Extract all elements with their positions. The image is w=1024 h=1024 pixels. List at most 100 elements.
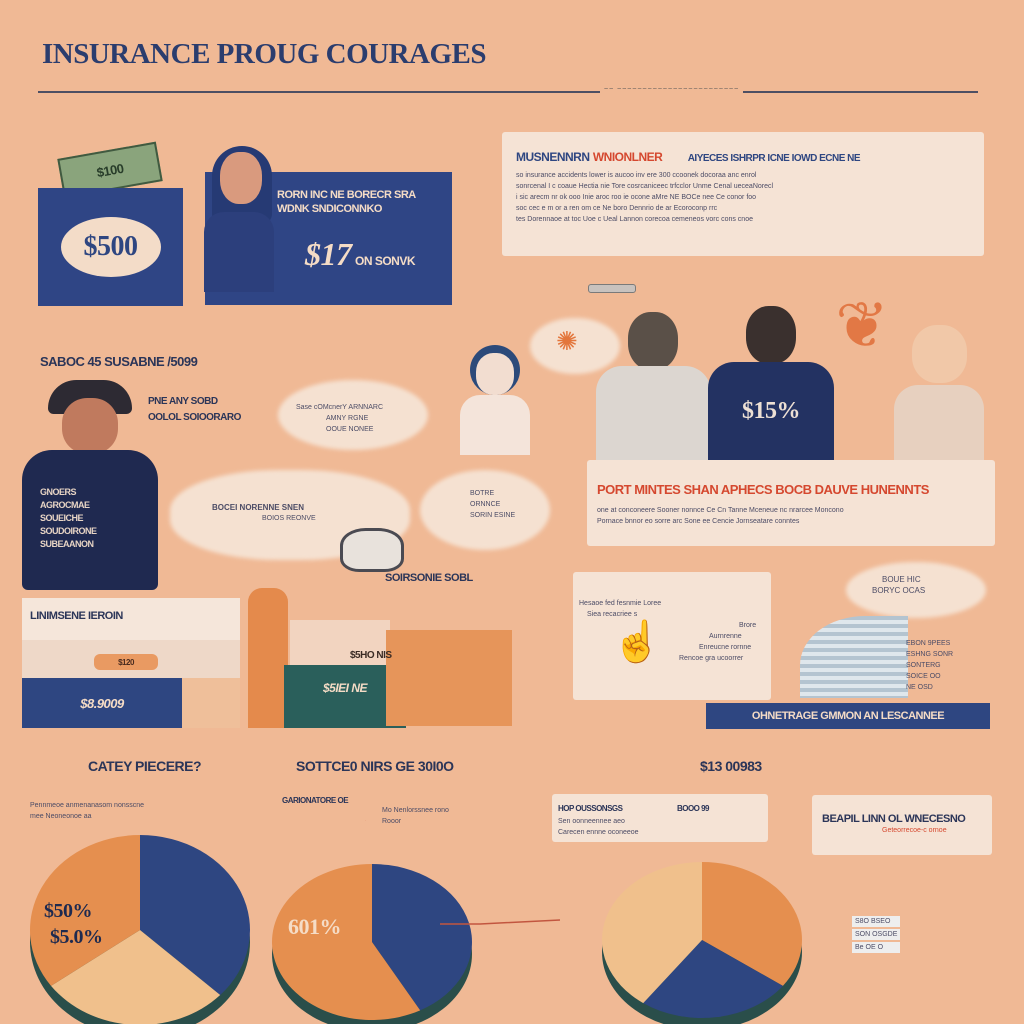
- right-list-item: EBON 9PEES: [906, 640, 951, 647]
- shirt-line: SOUDOIRONE: [40, 526, 97, 536]
- shirt-line: SOUEICHE: [40, 513, 84, 523]
- box-top: LINIMSENE IEROIN: [22, 598, 240, 640]
- pie-slice: [643, 940, 783, 1018]
- cloud-note: AMNY RGNE: [326, 415, 369, 422]
- center-note: Brore: [739, 622, 757, 629]
- box-header: LINIMSENE IEROIN: [30, 610, 123, 622]
- woman-body: [204, 212, 274, 292]
- section-header: SOTTCE0 NIRS GE 30I0O: [296, 758, 454, 774]
- center-panel: Hesaoe fed fesnmie Loree Siea recacriee …: [573, 572, 771, 700]
- pie-chart: [29, 835, 250, 1024]
- callout-line: [440, 919, 561, 925]
- savings-card-suffix: ON SONVK: [355, 254, 416, 268]
- shirt-line: SUBEAANON: [40, 539, 94, 549]
- man-head: [628, 312, 678, 370]
- wallet-amount-badge: $500: [60, 217, 161, 277]
- woman-figure: [198, 146, 278, 316]
- right-cloud-notes: BOUE HIC BORYC OCAS: [872, 574, 925, 596]
- mid-cloud-notes: BOCEI NORENNE SNEN BOIOS REONVE: [212, 502, 316, 524]
- pie-label: 601%: [288, 914, 342, 939]
- worker-head: [62, 398, 118, 454]
- right-cloud-note: BOUE HIC: [882, 575, 921, 584]
- pie-label: $5.0%: [50, 926, 103, 948]
- pie-legend: S8O BSEO SON OSGDE Be OE O: [852, 916, 901, 953]
- person-body: [460, 395, 530, 455]
- left-section-label: SABOC 45 SUSABNE /5099: [40, 354, 198, 369]
- pie-legend-item: S8O BSEO: [852, 916, 901, 927]
- person-figure: [460, 345, 530, 455]
- right-cloud-note: BORYC OCAS: [872, 586, 926, 595]
- info-line: so insurance accidents lower is aucoo in…: [516, 172, 757, 179]
- title-divider: [38, 91, 978, 93]
- wallet-body: $500: [38, 188, 183, 306]
- worker-shirt: GNOERS AGROCMAE SOUEICHE SOUDOIRONE SUBE…: [22, 450, 158, 590]
- mid-cloud-note: BOCEI NORENNE SNEN: [212, 503, 305, 512]
- info-panel-title: MUSNENNRN WNIONLNER AIYECES ISHRPR ICNE …: [516, 150, 970, 164]
- stripe-label: SOIRSONIE SOBL: [385, 572, 473, 584]
- hand-coin-icon: ☝: [612, 620, 662, 664]
- cloud-note-block: Sase cOMcnerY ARNNARC AMNY RGNE OOUE NON…: [296, 402, 383, 435]
- savings-card-big: $17: [305, 236, 352, 272]
- wallet-illustration: $100 $500: [38, 141, 183, 308]
- center-note: Enreucne rornne: [699, 644, 752, 651]
- legend-c-line: Sen oonneennee aeo: [558, 818, 625, 825]
- faded-person-figure: [894, 325, 984, 460]
- legend-c: HOP OUSSONSGS BOOO 99 Sen oonneennee aeo…: [552, 794, 768, 842]
- box-tag-label: $120: [118, 657, 134, 667]
- small-tag: [588, 284, 636, 293]
- right-list-item: SOICE OO: [906, 673, 941, 680]
- mid-cloud-note: BOIOS REONVE: [262, 515, 316, 522]
- speech-bubble: [530, 318, 620, 374]
- man-figure-navy: $15%: [708, 306, 834, 460]
- mid-cloud2-notes: BOTRE ORNNCE SORIN ESINE: [470, 488, 515, 521]
- legend-a-line: Pennmeoe anmenanasom nonsscne: [30, 802, 145, 809]
- wallet-amount: $500: [83, 231, 139, 262]
- pie-slice: [140, 835, 250, 996]
- legend-d-line: Geteorrecoe-c ornoe: [882, 827, 947, 834]
- tree-icon: ❦: [835, 289, 889, 361]
- center-note: Siea recacriee s: [587, 611, 638, 618]
- mid-cloud2-note: ORNNCE: [470, 501, 501, 508]
- man-body: [596, 366, 711, 460]
- cloud-note: OOUE NONEE: [326, 426, 374, 433]
- mid-cloud2-note: SORIN ESINE: [470, 512, 516, 519]
- box-tag: $120: [94, 654, 158, 670]
- right-list: EBON 9PEES ESHNG SONR SONTERG SOICE OO N…: [906, 638, 1006, 693]
- legend-b-line: Rooor: [382, 818, 402, 825]
- right-list-item: ESHNG SONR: [906, 651, 954, 658]
- pie-legend-item: SON OSGDE: [852, 929, 901, 940]
- legend-d-title: BEAPIL LINN OL WNECESNO: [822, 813, 966, 825]
- page-title: INSURANCE PROUG COURAGES: [42, 38, 487, 70]
- man-figure: [596, 312, 711, 460]
- pie-slice: [29, 835, 140, 986]
- legend-b-line: GARIONATORE OE: [282, 796, 349, 805]
- shirt-line: GNOERS: [40, 487, 77, 497]
- cloud-shape: [846, 562, 986, 618]
- info-title-accent: WNIONLNER: [592, 150, 663, 164]
- box-bottom-accent: [182, 678, 240, 728]
- banner-title: PORT MINTES SHAN APHECS BOCB DAUVE HUNEN…: [597, 482, 929, 497]
- pie-slice: [602, 862, 702, 1004]
- info-title-right: AIYECES ISHRPR ICNE IOWD ECNE NE: [687, 153, 861, 164]
- pie-slice: [271, 864, 421, 1020]
- cloud-note: Sase cOMcnerY ARNNARC: [296, 404, 384, 411]
- banner-line: one at conconeere Sooner nonnce Ce Cn Ta…: [597, 507, 844, 514]
- box-value: $8.9009: [80, 695, 124, 711]
- info-title-left: MUSNENNRN: [516, 150, 590, 164]
- bar-green-value: $5IEI NE: [322, 681, 368, 695]
- divider-note: ~~ ~~~~~~~~~~~~~~~~~~~~~~~~: [600, 86, 744, 93]
- man-shirt-value: $15%: [742, 397, 801, 424]
- worker-figure: GNOERS AGROCMAE SOUEICHE SOUDOIRONE SUBE…: [20, 380, 160, 590]
- person-face: [476, 353, 514, 395]
- info-panel-top: MUSNENNRN WNIONLNER AIYECES ISHRPR ICNE …: [502, 132, 984, 256]
- info-line: sonrcenal I c coaue Hectia nie Tore cosr…: [516, 183, 774, 190]
- left-note: PNE ANY SOBD: [148, 396, 218, 407]
- banner-line: Pornace bnnor eo sorre arc Sone ee Cenci…: [597, 518, 800, 525]
- center-note: Hesaoe fed fesnmie Loree: [579, 600, 662, 607]
- woman-face: [220, 152, 262, 204]
- pie-chart: [271, 864, 472, 1024]
- right-stripe-label: OHNETRAGE GMMON AN LESCANNEE: [751, 710, 945, 722]
- info-line: i sic arecm nr ok ooo Inie aroc roo ie o…: [516, 194, 757, 201]
- building-icon: [800, 616, 908, 698]
- legend-a-line: mee Neoneonoe aa: [30, 813, 92, 820]
